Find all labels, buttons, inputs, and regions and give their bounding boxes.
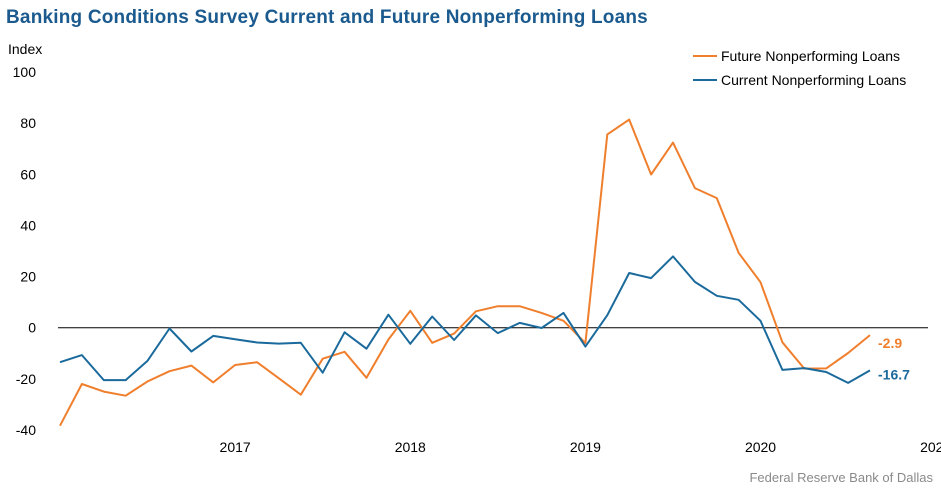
chart-title: Banking Conditions Survey Current and Fu… [6, 7, 648, 28]
y-tick-label: 60 [20, 166, 36, 182]
y-tick-label: -40 [16, 422, 36, 438]
x-tick-label: 2017 [220, 439, 251, 455]
y-tick-label: 40 [20, 217, 36, 233]
y-tick-label: -20 [16, 371, 36, 387]
series-line-future [59, 118, 871, 427]
x-tick-label: 2021 [920, 439, 941, 455]
y-tick-label: 100 [13, 64, 37, 80]
series-lines [59, 118, 871, 427]
y-axis-ticks: -40 -20 0 20 40 60 80 100 [13, 64, 37, 438]
x-tick-label: 2019 [570, 439, 601, 455]
y-tick-label: 20 [20, 269, 36, 285]
series-line-current [59, 255, 871, 384]
y-tick-label: 0 [28, 320, 36, 336]
legend-entry: Future Nonperforming Loans [721, 48, 900, 64]
legend: Future Nonperforming Loans Current Nonper… [693, 48, 906, 88]
x-tick-label: 2018 [395, 439, 426, 455]
source-note: Federal Reserve Bank of Dallas [749, 470, 933, 485]
y-tick-label: 80 [20, 115, 36, 131]
y-axis-label: Index [8, 41, 42, 57]
end-value-label: -2.9 [878, 335, 902, 351]
end-labels: -2.9 -16.7 [878, 335, 910, 382]
x-tick-label: 2020 [745, 439, 776, 455]
end-value-label: -16.7 [878, 366, 910, 382]
legend-entry: Current Nonperforming Loans [721, 72, 906, 88]
x-axis-ticks: 2017 2018 2019 2020 2021 [220, 439, 941, 455]
